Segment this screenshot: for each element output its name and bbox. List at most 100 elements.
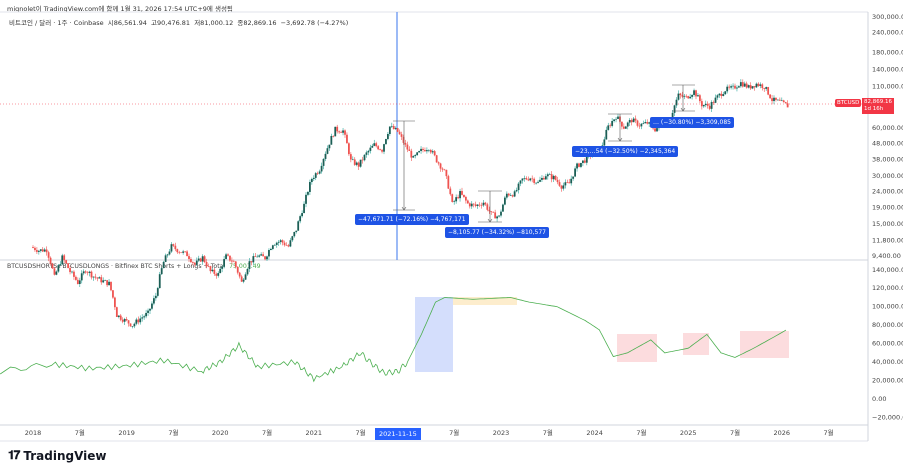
- measurement-label[interactable]: −8,105.77 (−34.32%) −810,577: [445, 227, 549, 238]
- candle-body: [695, 90, 697, 97]
- indicator-legend[interactable]: BTCUSDSHORTS+BTCUSDLONGS · Bitfinex BTC …: [7, 263, 261, 270]
- measure-arrow-icon: [401, 206, 407, 211]
- candle-body: [37, 250, 40, 252]
- candle-body: [504, 197, 506, 205]
- candle-body: [217, 273, 220, 276]
- candle-body: [197, 258, 200, 261]
- price-axis-tick: 140,000.00: [872, 66, 903, 74]
- candle-body: [683, 95, 686, 97]
- candle-body: [640, 123, 643, 127]
- time-axis-tick: 7월: [168, 428, 178, 437]
- candle-body: [472, 203, 475, 205]
- candle-body: [529, 178, 532, 181]
- candle-body: [279, 240, 282, 242]
- candle-body: [511, 195, 514, 197]
- measurement-label[interactable]: −23,…54 (−32.50%) −2,345,364: [572, 146, 679, 157]
- candle-body: [673, 105, 676, 113]
- time-axis-tick: 2020: [212, 429, 229, 437]
- candle-body: [700, 101, 703, 107]
- candle-body: [69, 268, 71, 273]
- candle-body: [248, 261, 251, 270]
- candle-body: [379, 149, 381, 150]
- candle-body: [203, 256, 206, 262]
- candle-body: [455, 197, 458, 202]
- candle-body: [505, 193, 508, 198]
- candle-body: [496, 216, 498, 219]
- candle-body: [424, 150, 426, 152]
- shorts-longs-line: [0, 297, 787, 383]
- candle-body: [158, 274, 161, 289]
- candle-body: [254, 256, 257, 257]
- candle-body: [778, 99, 781, 101]
- measurement-label[interactable]: … (−30.80%) −3,309,085: [650, 117, 734, 128]
- candle-body: [160, 268, 163, 275]
- price-axis-tick: 48,000.00: [872, 139, 903, 147]
- candle-body: [739, 82, 742, 87]
- candle-body: [527, 179, 530, 181]
- candle-body: [765, 87, 768, 89]
- candle-body: [139, 318, 142, 323]
- candle-body: [644, 122, 647, 124]
- candle-body: [143, 316, 146, 318]
- indicator-value: 75,001.49: [229, 263, 261, 270]
- candle-body: [61, 255, 64, 265]
- candle-body: [513, 191, 516, 197]
- price-axis-tick: 19,000.00: [872, 203, 903, 211]
- candle-body: [115, 307, 118, 317]
- high-value: 고90,476.81: [151, 19, 191, 27]
- candle-body: [677, 93, 680, 100]
- candle-body: [112, 290, 114, 298]
- last-price-tag: 82,869.16 1d 16h: [862, 98, 894, 114]
- candle-body: [153, 298, 155, 304]
- low-value: 저81,000.12: [194, 19, 234, 27]
- candle-body: [702, 105, 705, 107]
- candle-body: [767, 87, 770, 95]
- candle-body: [361, 159, 364, 161]
- tradingview-logo[interactable]: 𝟏𝟕 TradingView: [8, 448, 107, 463]
- candle-body: [416, 152, 419, 156]
- measure-arrow-icon: [617, 137, 623, 142]
- candle-body: [525, 178, 528, 180]
- candle-body: [117, 315, 120, 317]
- candle-body: [548, 174, 551, 175]
- candle-body: [724, 91, 727, 95]
- candle-body: [209, 266, 212, 272]
- highlight-rect: [683, 333, 709, 355]
- candle-body: [305, 194, 307, 204]
- measurement-label[interactable]: −47,671.71 (−72.16%) −4,767,171: [355, 214, 469, 225]
- time-axis-tick: 7월: [356, 428, 366, 437]
- symbol-legend[interactable]: 비트코인 / 달러 · 1주 · Coinbase 시86,561.94 고90…: [9, 17, 348, 27]
- candle-body: [613, 119, 615, 121]
- symbol-name: 비트코인 / 달러 · 1주 · Coinbase: [9, 19, 104, 27]
- candle-body: [231, 260, 233, 262]
- candle-body: [687, 96, 690, 99]
- candle-body: [685, 95, 688, 97]
- highlight-rect: [740, 331, 789, 358]
- candle-body: [262, 254, 264, 257]
- candle-body: [271, 245, 274, 249]
- price-axis-tick: 60,000.00: [872, 340, 903, 348]
- candle-body: [63, 255, 66, 261]
- candle-body: [223, 259, 225, 267]
- candle-body: [435, 155, 438, 163]
- candle-body: [671, 112, 674, 119]
- candle-body: [184, 251, 186, 253]
- candle-body: [630, 120, 633, 123]
- candle-body: [515, 190, 518, 192]
- candle-body: [710, 102, 713, 109]
- price-axis-tick: 300,000.00: [872, 13, 903, 21]
- candle-body: [195, 260, 198, 265]
- time-axis-tick: 7월: [636, 428, 646, 437]
- candle-body: [492, 211, 495, 213]
- candle-body: [375, 143, 378, 147]
- candle-body: [580, 162, 582, 167]
- candle-body: [568, 182, 571, 184]
- candle-body: [353, 159, 356, 165]
- candle-body: [301, 213, 303, 217]
- candle-body: [605, 129, 608, 140]
- candle-body: [603, 139, 606, 146]
- candle-body: [39, 249, 42, 251]
- candle-body: [554, 175, 557, 180]
- candle-body: [260, 254, 263, 256]
